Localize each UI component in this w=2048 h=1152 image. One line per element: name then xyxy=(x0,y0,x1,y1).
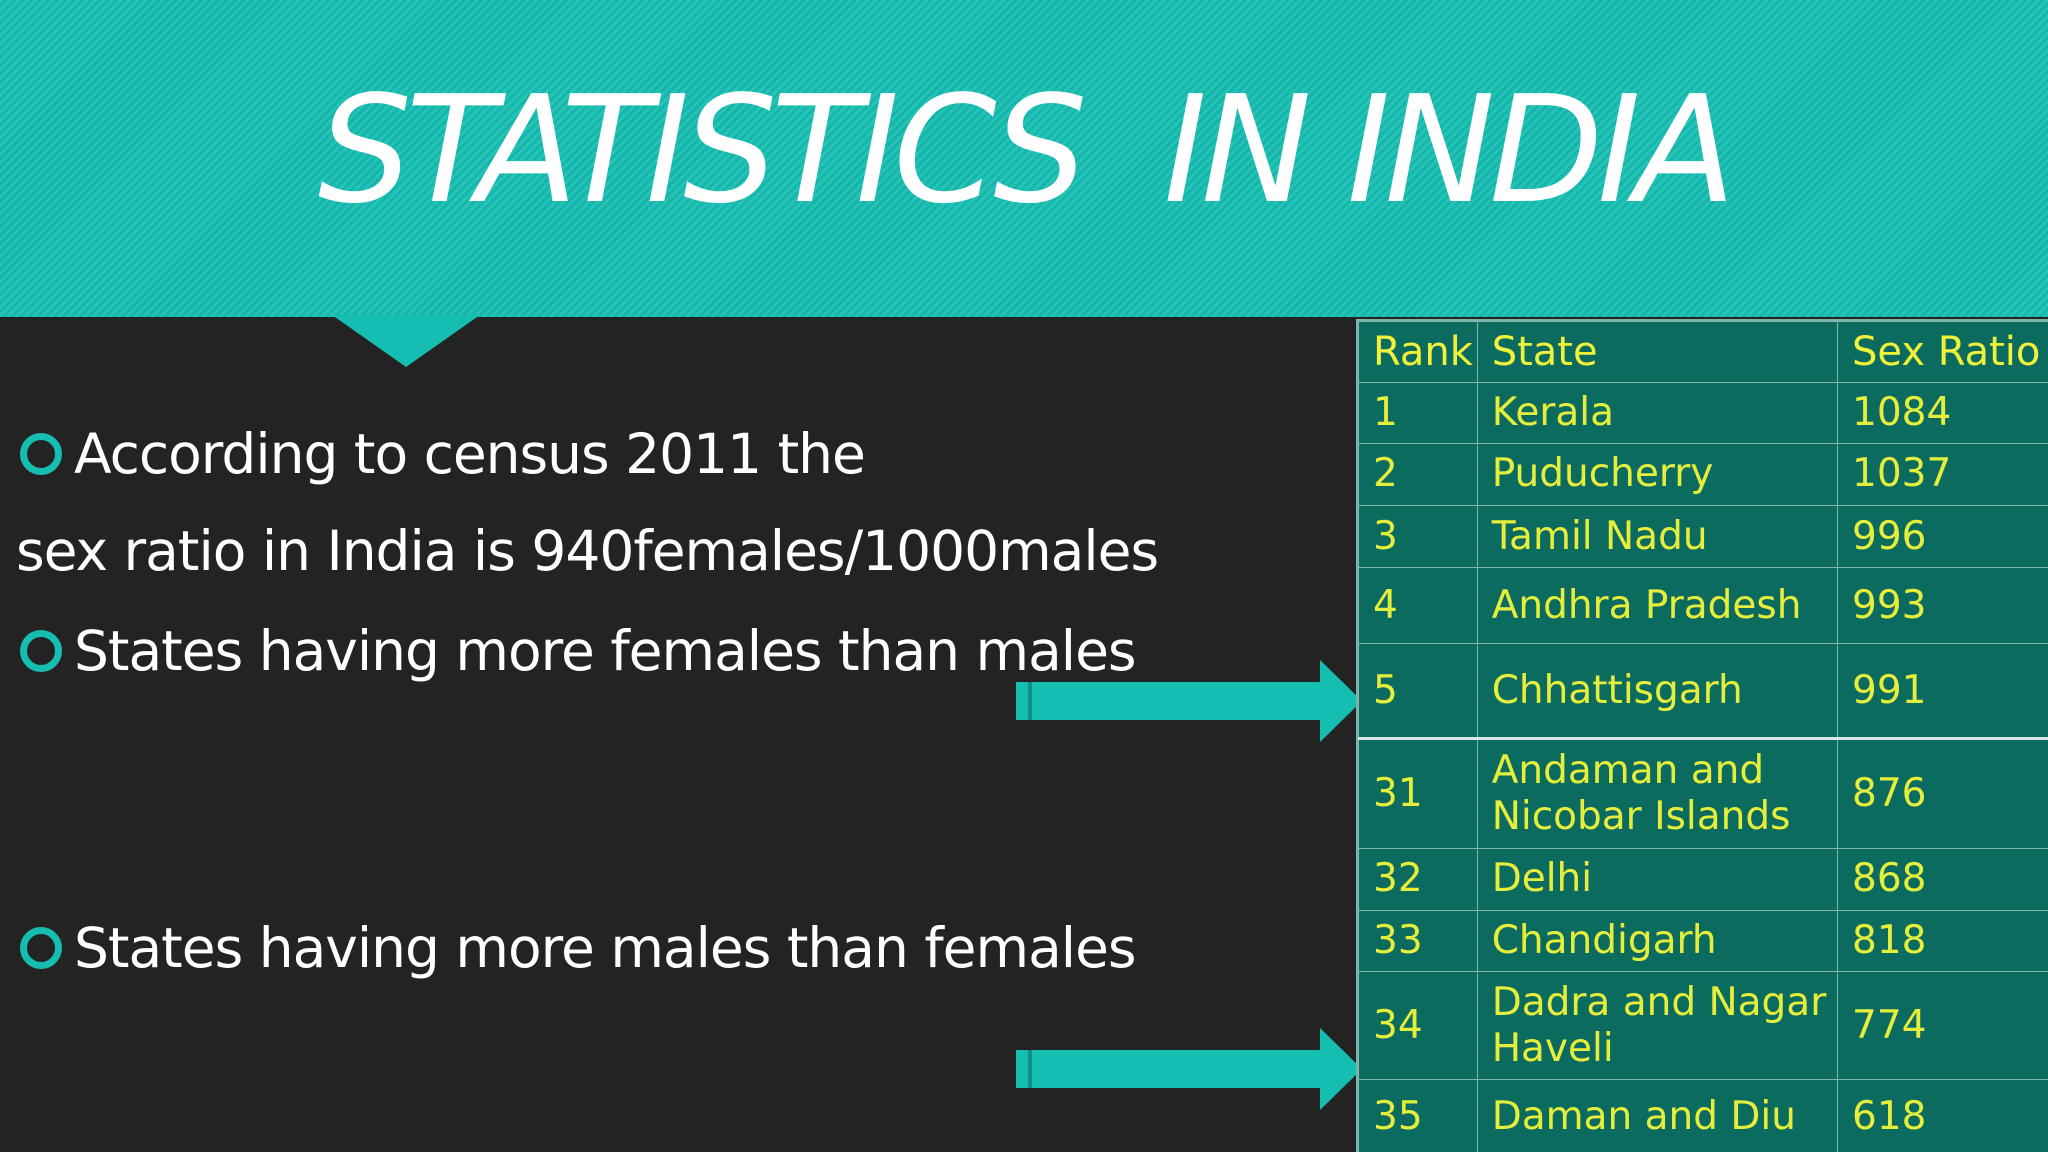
cell-sex-ratio: 818 xyxy=(1837,909,2048,973)
cell-rank: 34 xyxy=(1358,971,1478,1081)
slide-title: STATISTICS IN INDIA xyxy=(317,64,1736,236)
cell-sex-ratio: 618 xyxy=(1837,1079,2048,1152)
cell-sex-ratio: 876 xyxy=(1837,736,2048,850)
table-row: 5 Chhattisgarh 991 xyxy=(1358,643,2048,739)
header-rank: Rank xyxy=(1358,321,1478,383)
title-banner: STATISTICS IN INDIA xyxy=(0,0,2048,317)
table-row: 2 Puducherry 1037 xyxy=(1358,443,2048,506)
table-row: 35 Daman and Diu 618 xyxy=(1358,1079,2048,1152)
bullet-ring-icon xyxy=(20,630,62,672)
cell-rank: 33 xyxy=(1358,909,1478,973)
cell-sex-ratio: 1037 xyxy=(1837,443,2048,506)
table-row: 34 Dadra and Nagar Haveli 774 xyxy=(1358,971,2048,1081)
cell-sex-ratio: 1084 xyxy=(1837,381,2048,445)
cell-state-line: Nicobar Islands xyxy=(1491,793,1791,839)
bullet-2: States having more females than males xyxy=(74,619,1137,683)
bullet-ring-icon xyxy=(20,927,62,969)
table-row: 32 Delhi 868 xyxy=(1358,848,2048,911)
arrow-right-icon xyxy=(1016,1028,1362,1110)
cell-state: Kerala xyxy=(1476,381,1839,445)
cell-sex-ratio: 868 xyxy=(1837,848,2048,911)
arrow-right-icon xyxy=(1016,660,1362,742)
table-row: 3 Tamil Nadu 996 xyxy=(1358,504,2048,569)
banner-notch xyxy=(332,315,480,367)
cell-state: Chandigarh xyxy=(1476,909,1839,973)
cell-rank: 32 xyxy=(1358,848,1478,911)
sex-ratio-table: Rank State Sex Ratio 1 Kerala 1084 2 Pud… xyxy=(1356,319,2048,1152)
table-row: 31 Andaman and Nicobar Islands 876 xyxy=(1358,736,2048,850)
cell-state: Andaman and Nicobar Islands xyxy=(1476,736,1839,850)
cell-sex-ratio: 996 xyxy=(1837,504,2048,569)
table-header-row: Rank State Sex Ratio xyxy=(1358,321,2048,383)
table-row: 1 Kerala 1084 xyxy=(1358,381,2048,445)
cell-state: Delhi xyxy=(1476,848,1839,911)
cell-rank: 31 xyxy=(1358,736,1478,850)
cell-state: Puducherry xyxy=(1476,443,1839,506)
cell-state: Daman and Diu xyxy=(1476,1079,1839,1152)
header-state: State xyxy=(1476,321,1839,383)
cell-sex-ratio: 991 xyxy=(1837,643,2048,739)
bullet-ring-icon xyxy=(20,433,62,475)
table-row: 4 Andhra Pradesh 993 xyxy=(1358,567,2048,645)
cell-sex-ratio: 993 xyxy=(1837,567,2048,645)
cell-rank: 35 xyxy=(1358,1079,1478,1152)
cell-state: Andhra Pradesh xyxy=(1476,567,1839,645)
cell-rank: 1 xyxy=(1358,381,1478,445)
cell-state: Tamil Nadu xyxy=(1476,504,1839,569)
cell-sex-ratio: 774 xyxy=(1837,971,2048,1081)
header-sex-ratio: Sex Ratio xyxy=(1837,321,2048,383)
cell-rank: 4 xyxy=(1358,567,1478,645)
cell-state: Chhattisgarh xyxy=(1476,643,1839,739)
cell-rank: 5 xyxy=(1358,643,1478,739)
cell-state: Dadra and Nagar Haveli xyxy=(1476,971,1839,1081)
cell-state-line: Dadra and Nagar xyxy=(1491,979,1827,1025)
cell-state-line: Andaman and xyxy=(1491,747,1765,793)
table-row: 33 Chandigarh 818 xyxy=(1358,909,2048,973)
cell-rank: 3 xyxy=(1358,504,1478,569)
bullet-3: States having more males than females xyxy=(74,916,1137,980)
bullet-1-line-2: sex ratio in India is 940females/1000mal… xyxy=(16,519,1159,583)
cell-rank: 2 xyxy=(1358,443,1478,506)
cell-state-line: Haveli xyxy=(1491,1025,1614,1071)
bullet-1-line-1: According to census 2011 the xyxy=(74,422,866,486)
